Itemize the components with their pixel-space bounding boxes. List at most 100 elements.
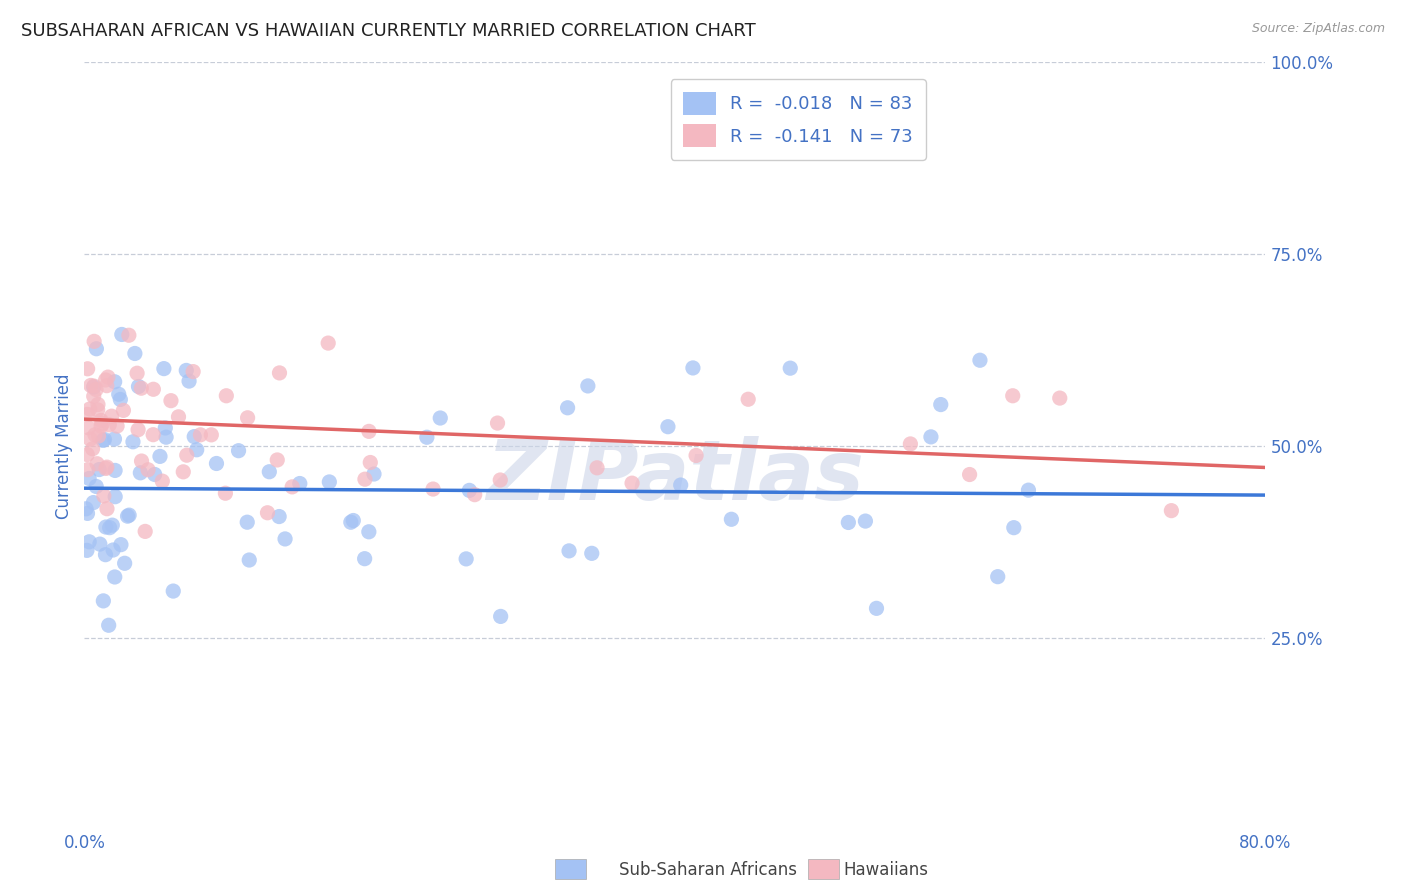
Point bbox=[458, 483, 481, 498]
Point bbox=[186, 442, 208, 457]
Point bbox=[76, 543, 98, 558]
Point bbox=[93, 433, 115, 447]
Point bbox=[110, 538, 132, 552]
Point bbox=[1001, 389, 1024, 403]
Text: Sub-Saharan Africans: Sub-Saharan Africans bbox=[619, 861, 797, 879]
Point bbox=[586, 460, 609, 475]
Point bbox=[118, 508, 141, 523]
Point bbox=[105, 419, 128, 434]
Point bbox=[83, 380, 105, 394]
Point bbox=[172, 465, 194, 479]
Point bbox=[682, 360, 704, 375]
Point bbox=[101, 518, 124, 533]
Point bbox=[621, 476, 644, 491]
Point bbox=[256, 506, 278, 520]
Y-axis label: Currently Married: Currently Married bbox=[55, 373, 73, 519]
Point bbox=[114, 556, 136, 570]
Point bbox=[489, 609, 512, 624]
Point bbox=[558, 544, 581, 558]
Point bbox=[920, 430, 942, 444]
Point bbox=[685, 449, 707, 463]
Point bbox=[181, 365, 204, 379]
Point bbox=[155, 421, 177, 435]
Point bbox=[486, 416, 509, 430]
Point bbox=[80, 378, 103, 392]
Point bbox=[86, 457, 108, 471]
Point bbox=[266, 453, 288, 467]
Point bbox=[84, 383, 107, 397]
Point bbox=[96, 501, 118, 516]
Point bbox=[83, 334, 105, 349]
Point bbox=[94, 373, 117, 387]
Point bbox=[76, 448, 98, 462]
Point bbox=[281, 480, 304, 494]
Point bbox=[124, 346, 146, 360]
Point bbox=[236, 515, 259, 529]
Point bbox=[228, 443, 250, 458]
Point bbox=[238, 553, 260, 567]
Point bbox=[174, 363, 197, 377]
Point bbox=[122, 434, 145, 449]
Point bbox=[160, 393, 183, 408]
Point bbox=[98, 521, 121, 535]
Point bbox=[162, 584, 184, 599]
Point bbox=[581, 546, 603, 560]
Point bbox=[91, 434, 114, 448]
Point bbox=[1160, 503, 1182, 517]
Point bbox=[929, 398, 952, 412]
Point bbox=[142, 427, 165, 442]
Point bbox=[737, 392, 759, 407]
Point bbox=[83, 389, 105, 403]
Point bbox=[214, 486, 236, 500]
Point bbox=[205, 457, 228, 471]
Point bbox=[155, 430, 177, 444]
Point bbox=[150, 474, 173, 488]
Point bbox=[77, 534, 100, 549]
Point bbox=[87, 397, 110, 411]
Point bbox=[129, 466, 152, 480]
Point bbox=[112, 403, 135, 417]
Point bbox=[96, 460, 118, 475]
Point bbox=[93, 489, 115, 503]
Point bbox=[167, 409, 190, 424]
Point bbox=[103, 432, 125, 446]
Point bbox=[111, 327, 134, 342]
Point bbox=[79, 402, 101, 417]
Point bbox=[110, 392, 132, 407]
Point bbox=[363, 467, 385, 481]
Point bbox=[720, 512, 742, 526]
Point bbox=[142, 382, 165, 396]
Point bbox=[76, 361, 98, 376]
Point bbox=[357, 524, 380, 539]
Point bbox=[89, 537, 111, 551]
Point bbox=[183, 429, 205, 443]
Point bbox=[422, 482, 444, 496]
Point bbox=[779, 361, 801, 376]
Point bbox=[456, 552, 478, 566]
Point bbox=[104, 490, 127, 504]
Point bbox=[76, 463, 98, 477]
Point bbox=[98, 417, 121, 432]
Point bbox=[134, 524, 156, 539]
Point bbox=[87, 429, 110, 443]
Point bbox=[104, 570, 127, 584]
Point bbox=[107, 387, 129, 401]
Point bbox=[353, 551, 375, 566]
Point bbox=[129, 381, 152, 395]
Point bbox=[340, 515, 363, 529]
Point bbox=[900, 437, 922, 451]
Point bbox=[269, 366, 291, 380]
Point bbox=[959, 467, 981, 482]
Point bbox=[274, 532, 297, 546]
Point bbox=[464, 488, 486, 502]
Point bbox=[342, 514, 364, 528]
Point bbox=[82, 442, 104, 456]
Point bbox=[987, 569, 1010, 583]
Point bbox=[97, 370, 120, 384]
Point bbox=[117, 509, 139, 524]
Point bbox=[84, 427, 107, 442]
Legend: R =  -0.018   N = 83, R =  -0.141   N = 73: R = -0.018 N = 83, R = -0.141 N = 73 bbox=[671, 79, 925, 160]
Point bbox=[855, 514, 877, 528]
Point bbox=[669, 478, 692, 492]
Point bbox=[77, 421, 100, 435]
